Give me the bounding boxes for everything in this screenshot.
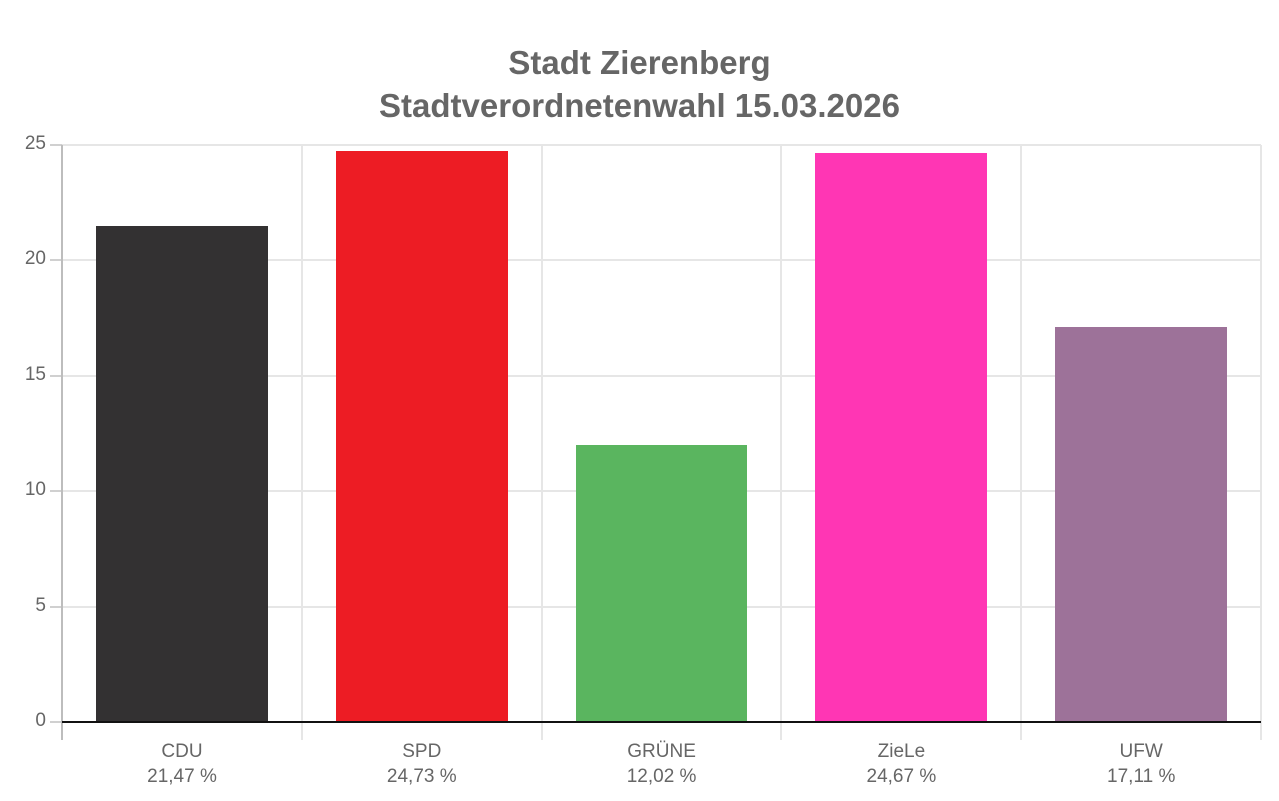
- bar-grüne: [575, 444, 748, 722]
- y-tick-mark: [50, 490, 62, 493]
- x-category-label: SPD: [402, 741, 442, 762]
- x-value-label: 12,02 %: [626, 766, 697, 787]
- y-tick-label: 5: [35, 594, 46, 616]
- y-axis-line: [61, 145, 63, 740]
- y-tick-label: 0: [35, 710, 46, 731]
- x-axis-line: [62, 721, 1261, 723]
- x-value-label: 24,73 %: [386, 766, 457, 787]
- chart-subtitle: Stadtverordnetenwahl 15.03.2026: [379, 87, 900, 124]
- gridline-vertical: [1260, 145, 1262, 740]
- gridline-horizontal: [62, 374, 1261, 377]
- x-value-label: 24,67 %: [866, 766, 937, 787]
- x-category-label: CDU: [161, 741, 203, 762]
- y-tick-label: 10: [24, 479, 46, 501]
- y-tick-mark: [50, 144, 62, 146]
- x-value-label: 21,47 %: [147, 766, 217, 787]
- x-value-label: 17,11 %: [1107, 766, 1176, 787]
- chart-title: Stadt Zierenberg: [508, 44, 771, 81]
- gridline-vertical: [1020, 145, 1023, 740]
- y-tick-label: 20: [24, 248, 46, 270]
- gridline-vertical: [780, 145, 783, 740]
- x-category-label: UFW: [1119, 741, 1163, 762]
- bar-ufw: [1055, 327, 1227, 722]
- y-tick-label: 25: [24, 133, 46, 154]
- gridline-vertical: [300, 145, 303, 740]
- bar-spd: [335, 151, 508, 722]
- x-category-label: ZieLe: [877, 741, 926, 762]
- y-tick-label: 15: [24, 363, 46, 385]
- gridline-horizontal: [62, 259, 1261, 262]
- bar-ziele: [815, 152, 988, 722]
- x-category-label: GRÜNE: [627, 741, 696, 762]
- y-tick-mark: [50, 374, 62, 377]
- y-tick-mark: [50, 721, 62, 723]
- y-tick-mark: [50, 259, 62, 262]
- bar-cdu: [96, 226, 268, 722]
- y-tick-mark: [50, 605, 62, 608]
- gridline-horizontal: [62, 144, 1261, 146]
- gridline-vertical: [540, 145, 543, 740]
